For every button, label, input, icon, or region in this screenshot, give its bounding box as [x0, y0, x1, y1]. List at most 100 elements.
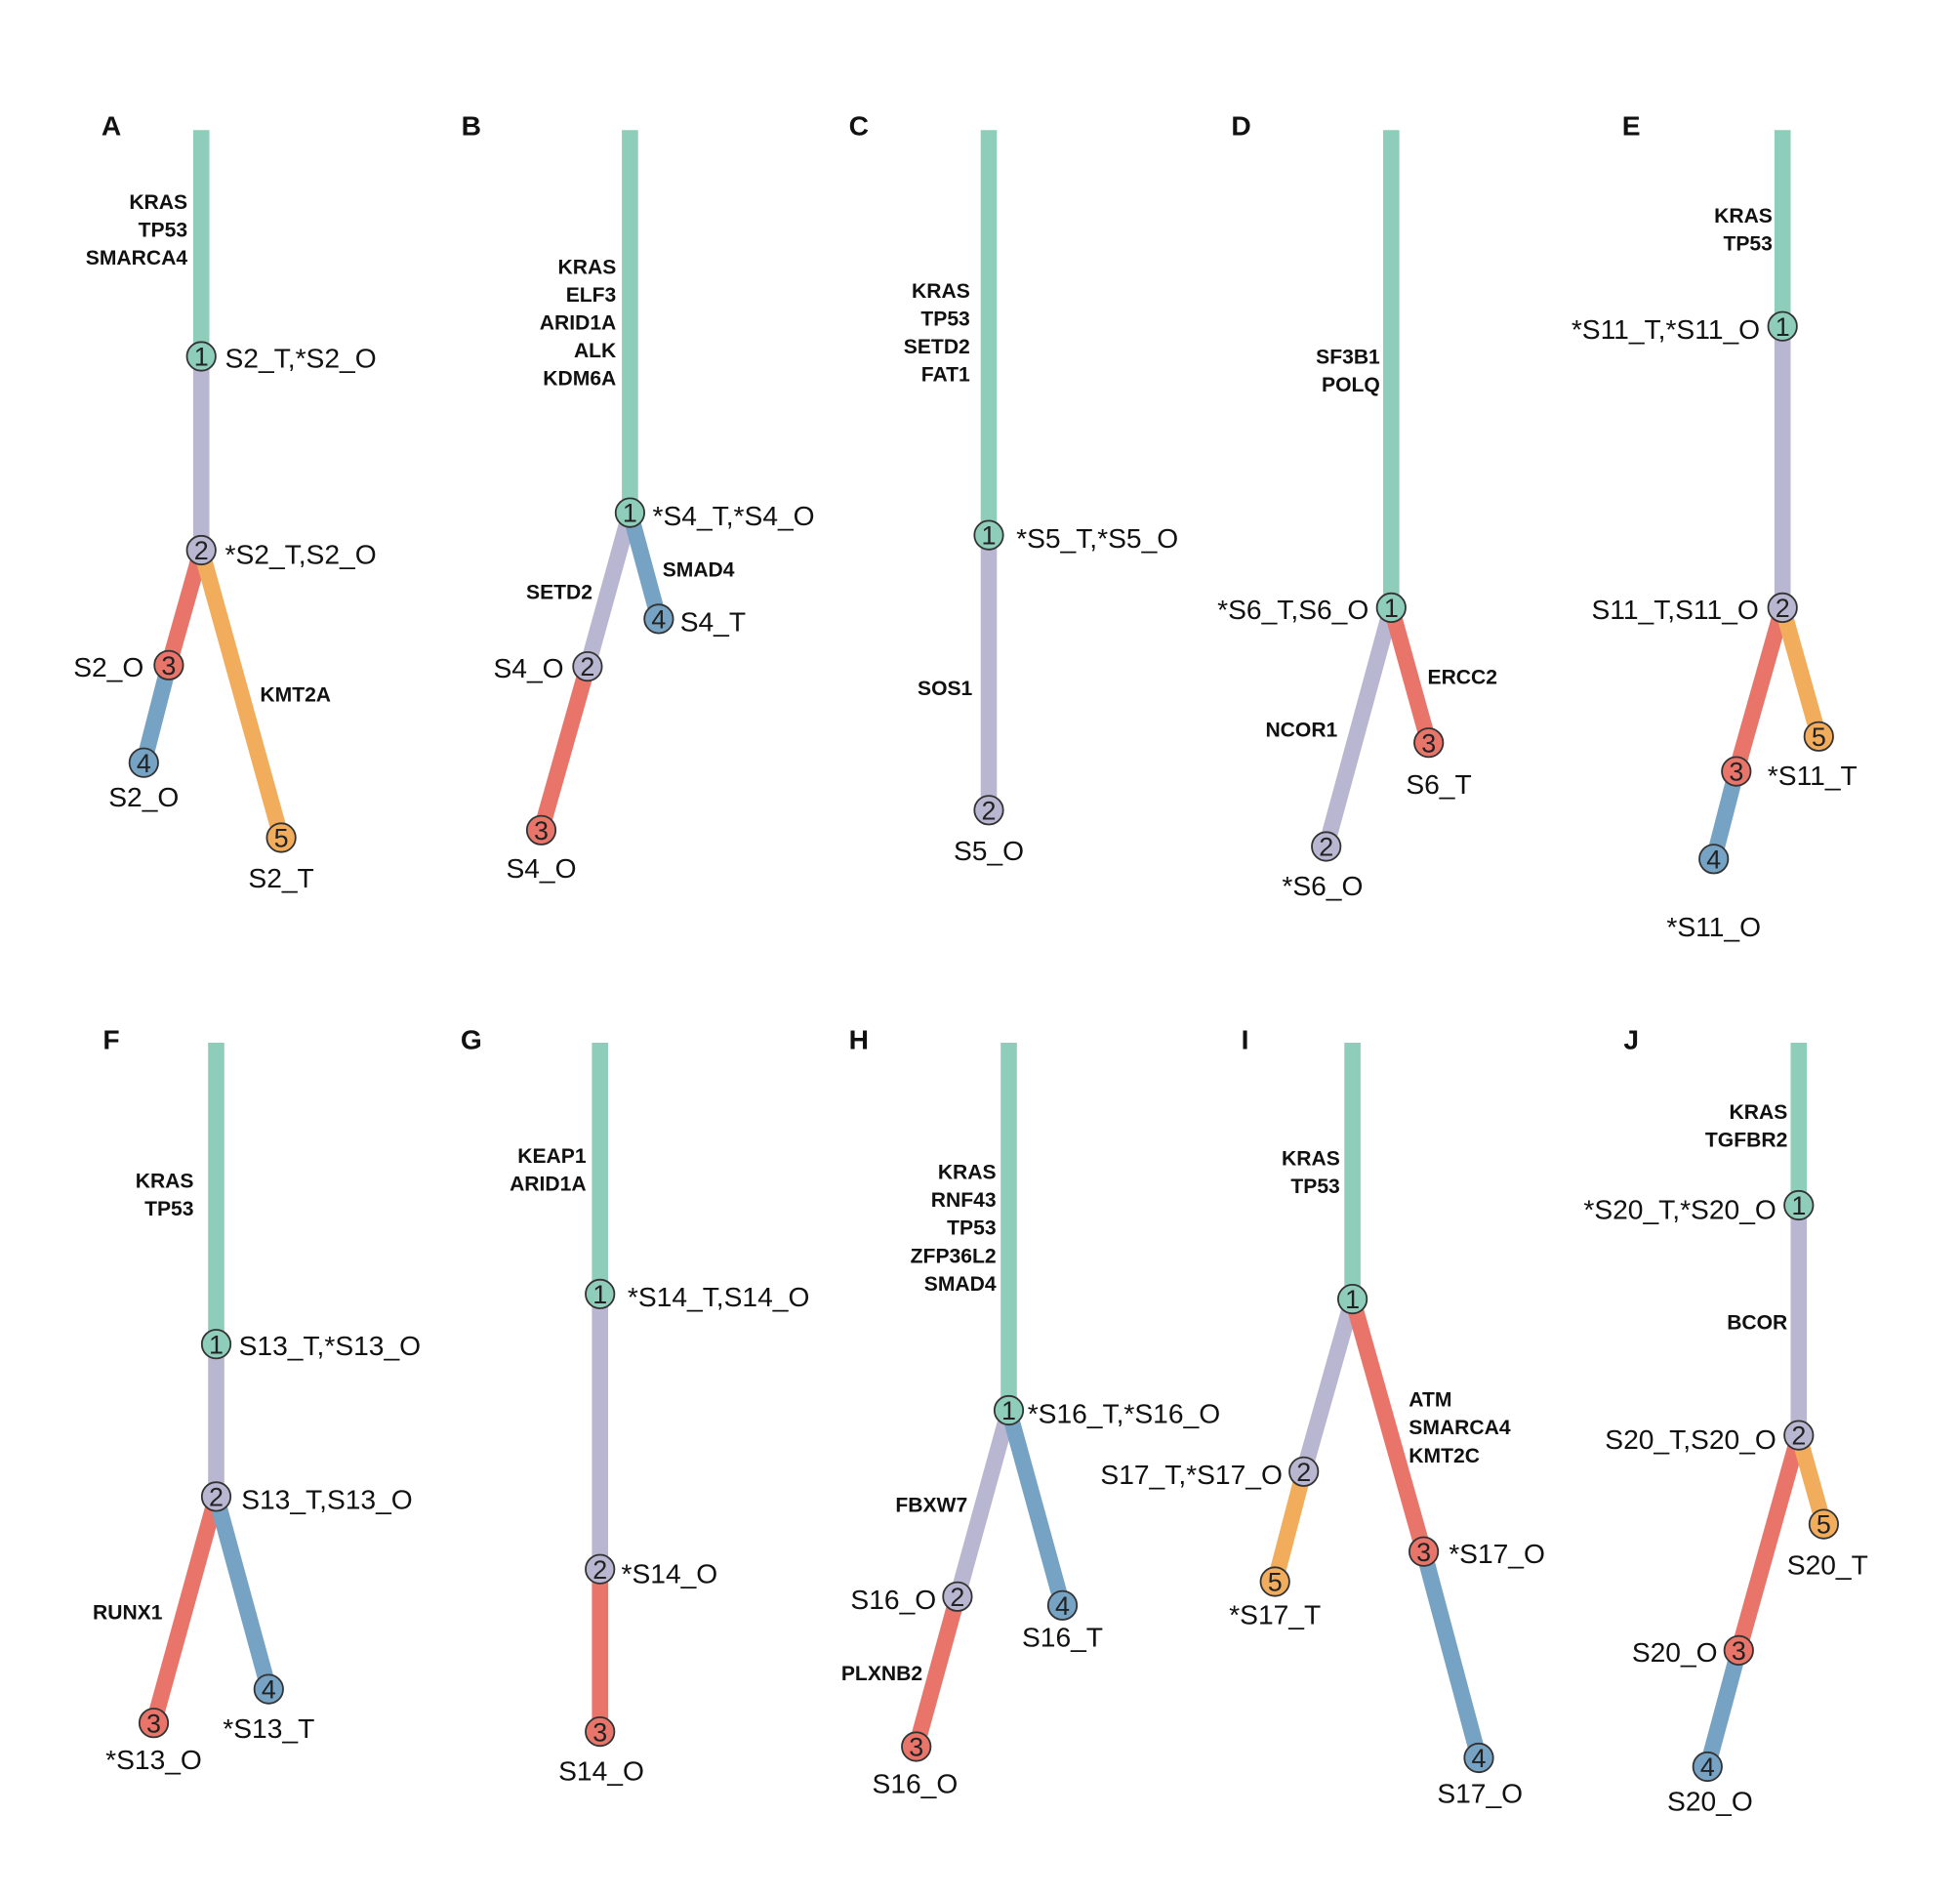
- sample-label: S2_O: [108, 781, 179, 812]
- panel-label: I: [1242, 1023, 1249, 1054]
- sample-label: *S16_T,*S16_O: [1028, 1397, 1220, 1428]
- gene-label: ELF3: [566, 284, 617, 307]
- tree-node: 4 S17_O: [1437, 1742, 1523, 1809]
- panel-i: I KRAS TP53 ATM SMARCA4 KMT2C 1 2 S17_T,*S17_O 3 *…: [1100, 1023, 1545, 1808]
- gene-label: KEAP1: [517, 1145, 587, 1168]
- gene-label: SMAD4: [663, 558, 735, 581]
- tree-node: 5 S2_T: [248, 822, 314, 893]
- gene-label: KRAS: [912, 280, 970, 303]
- gene-label: ERCC2: [1428, 667, 1498, 689]
- node-number: 3: [161, 651, 176, 680]
- tree-node: 4 *S11_O: [1666, 844, 1761, 942]
- node-number: 4: [1706, 845, 1721, 874]
- node-circle: [525, 814, 557, 845]
- gene-label: KRAS: [1714, 205, 1773, 227]
- tree-node: 3 *S17_O: [1409, 1536, 1545, 1569]
- panel-label: J: [1623, 1023, 1639, 1054]
- node-number: 4: [1055, 1591, 1070, 1621]
- branch-f4: [208, 1494, 277, 1692]
- node-circle: [1808, 1508, 1840, 1540]
- node-number: 3: [592, 1717, 607, 1747]
- branch-h3: [908, 1594, 965, 1750]
- node-number: 4: [1472, 1744, 1487, 1773]
- sample-label: S2_O: [73, 651, 143, 682]
- tree-node: 2 S16_O: [850, 1581, 973, 1615]
- node-number: 1: [1345, 1285, 1360, 1314]
- node-circle: [572, 650, 603, 682]
- panel-label: F: [102, 1023, 119, 1054]
- node-circle: [1803, 721, 1834, 752]
- node-number: 2: [982, 796, 997, 825]
- sample-label: S4_T: [680, 606, 746, 638]
- node-circle: [1409, 1536, 1440, 1567]
- sample-label: S17_T,*S17_O: [1100, 1459, 1282, 1490]
- gene-label: TP53: [920, 308, 969, 330]
- gene-label: KRAS: [136, 1171, 194, 1193]
- tree-node: 1: [1337, 1284, 1368, 1315]
- node-circle: [265, 822, 297, 853]
- sample-label: S20_T,S20_O: [1605, 1423, 1776, 1455]
- node-circle: [185, 534, 217, 566]
- panel-label: C: [849, 109, 869, 141]
- gene-label: SETD2: [526, 581, 592, 603]
- gene-label: KRAS: [1730, 1101, 1788, 1124]
- gene-label: TP53: [1723, 233, 1772, 256]
- sample-label: S16_O: [873, 1767, 959, 1798]
- gene-label: KRAS: [1282, 1148, 1340, 1171]
- node-number: 2: [1296, 1458, 1311, 1487]
- panel-g: G KEAP1 ARID1A 1 *S14_T,S14_O 2 *S14_O 3 S14_O: [461, 1023, 810, 1786]
- branch-i4: [1415, 1549, 1488, 1760]
- tree-node: 1 S2_T,*S2_O: [185, 341, 377, 374]
- node-number: 4: [137, 749, 151, 778]
- node-number: 3: [1416, 1538, 1431, 1567]
- panel-label: E: [1622, 109, 1641, 141]
- node-number: 2: [592, 1555, 607, 1585]
- node-number: 1: [592, 1280, 607, 1309]
- gene-label: RUNX1: [93, 1601, 163, 1624]
- tree-node: 1 *S4_T,*S4_O: [614, 497, 815, 531]
- node-circle: [1783, 1420, 1815, 1451]
- gene-label: SETD2: [904, 336, 970, 358]
- tree-node: 2 S17_T,*S17_O: [1100, 1456, 1320, 1490]
- branch-e5: [1775, 605, 1827, 739]
- node-circle: [614, 497, 646, 528]
- node-circle: [200, 1481, 232, 1512]
- node-circle: [1463, 1742, 1494, 1774]
- tree-node: 4 S20_O: [1667, 1751, 1753, 1816]
- sample-label: S2_T,*S2_O: [225, 343, 377, 374]
- gene-label: ZFP36L2: [911, 1245, 997, 1267]
- gene-label: TP53: [947, 1217, 996, 1240]
- gene-label: ARID1A: [510, 1174, 587, 1196]
- gene-label: TP53: [144, 1198, 193, 1220]
- tree-node: 2 *S14_O: [585, 1553, 717, 1588]
- sample-label: S20_T: [1787, 1548, 1868, 1580]
- panel-e: E KRAS TP53 1 *S11_T,*S11_O 2 S11_T,S11_O 3 4 *S1…: [1572, 109, 1858, 942]
- node-circle: [138, 1708, 170, 1739]
- gene-label: BCOR: [1727, 1311, 1787, 1334]
- node-number: 1: [1791, 1191, 1806, 1220]
- gene-label: SMARCA4: [86, 247, 188, 269]
- tree-node: 1 *S5_T,*S5_O: [973, 519, 1178, 554]
- tree-node: 2 S13_T,S13_O: [200, 1481, 413, 1515]
- node-circle: [1046, 1589, 1079, 1621]
- tree-node: 1 *S14_T,S14_O: [585, 1278, 809, 1312]
- node-circle: [1723, 1634, 1754, 1667]
- tree-node: 2 *S6_O: [1282, 831, 1363, 901]
- gene-label: ARID1A: [540, 312, 617, 335]
- sample-label: S6_T: [1406, 768, 1471, 800]
- tree-node: 2 *S2_T,S2_O: [185, 534, 377, 570]
- sample-label: *S13_T: [223, 1712, 314, 1744]
- node-circle: [901, 1731, 932, 1762]
- tree-node: 1 *S6_T,S6_O: [1217, 592, 1407, 625]
- gene-label: KMT2C: [1409, 1445, 1480, 1467]
- gene-label: SOS1: [918, 678, 973, 700]
- branch-i2: [1295, 1297, 1361, 1474]
- branch-b4: [622, 510, 667, 622]
- sample-label: *S6_T,S6_O: [1217, 594, 1368, 625]
- node-circle: [1767, 310, 1798, 342]
- node-number: 1: [982, 521, 997, 551]
- node-number: 1: [1384, 594, 1399, 623]
- tree-node: 3 S6_T: [1406, 727, 1472, 800]
- sample-label: *S11_T,*S11_O: [1572, 313, 1760, 345]
